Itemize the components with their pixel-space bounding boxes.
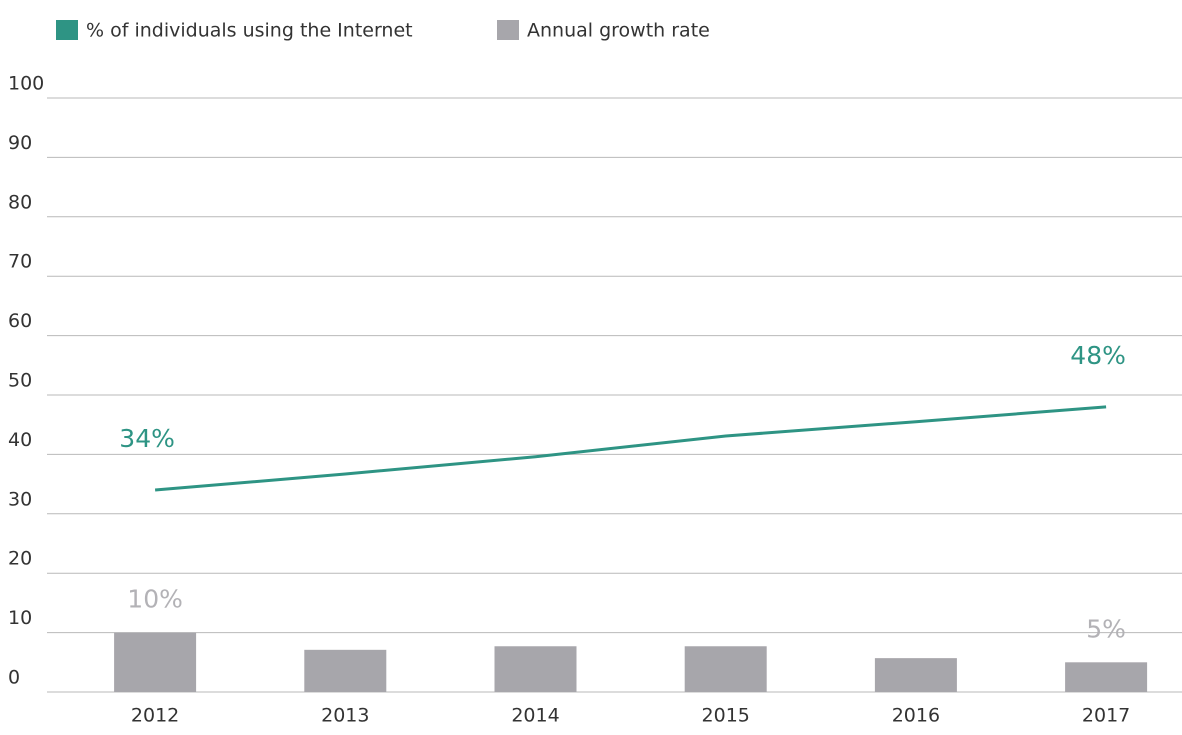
y-tick-label: 70 — [8, 251, 32, 273]
x-tick-label: 2015 — [702, 705, 750, 727]
x-tick-label: 2014 — [511, 705, 559, 727]
y-tick-label: 60 — [8, 310, 32, 332]
data-label: 34% — [119, 424, 175, 453]
bar — [684, 646, 767, 692]
y-tick-label: 0 — [8, 667, 20, 689]
y-tick-label: 80 — [8, 191, 32, 213]
y-tick-label: 90 — [8, 132, 32, 154]
data-label: 10% — [127, 585, 183, 614]
x-tick-label: 2017 — [1082, 705, 1130, 727]
data-label: 5% — [1086, 614, 1126, 643]
bar — [494, 646, 577, 692]
bar — [874, 658, 957, 692]
line — [154, 405, 1107, 492]
y-tick-label: 30 — [8, 488, 32, 510]
y-tick-label: 50 — [8, 370, 32, 392]
legend-swatch — [56, 20, 78, 40]
x-tick-label: 2012 — [131, 705, 179, 727]
x-tick-label: 2016 — [892, 705, 940, 727]
y-tick-label: 10 — [8, 607, 32, 629]
bar — [1065, 662, 1148, 692]
bar — [304, 649, 387, 692]
y-tick-label: 20 — [8, 548, 32, 570]
y-tick-label: 40 — [8, 429, 32, 451]
legend-label: % of individuals using the Internet — [86, 20, 413, 42]
data-label: 48% — [1070, 341, 1126, 370]
legend-swatch — [497, 20, 519, 40]
y-tick-label: 100 — [8, 73, 44, 95]
legend-label: Annual growth rate — [527, 20, 710, 42]
x-tick-label: 2013 — [321, 705, 369, 727]
bar — [114, 632, 197, 692]
